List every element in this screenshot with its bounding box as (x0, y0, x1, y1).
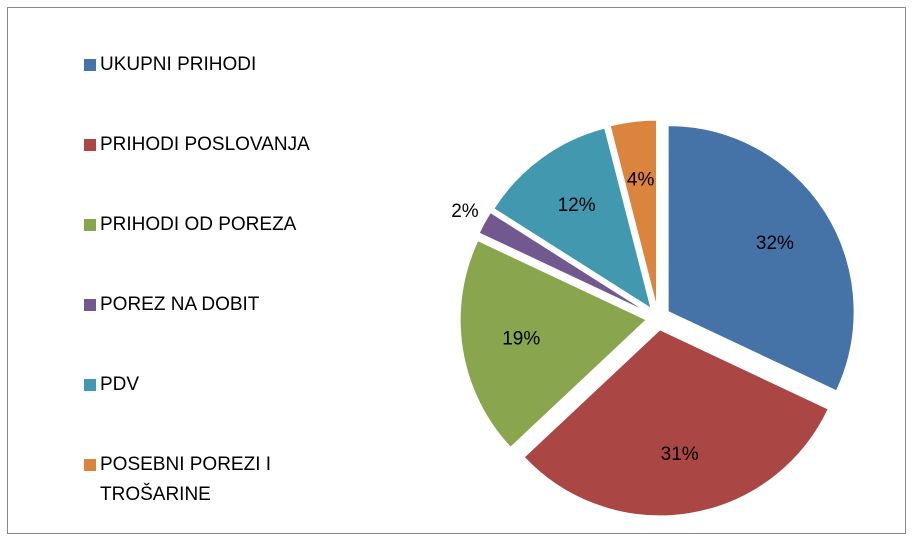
pie-slice (523, 329, 829, 517)
legend-label: PDV (100, 374, 140, 395)
legend-swatch (84, 459, 96, 471)
pie-slice (667, 125, 855, 392)
data-label: 31% (661, 444, 699, 465)
legend-label: POREZ NA DOBIT (100, 294, 260, 315)
legend-label: UKUPNI PRIHODI (100, 54, 257, 75)
legend-label: PRIHODI OD POREZA (100, 214, 297, 235)
legend-label: PRIHODI POSLOVANJA (100, 134, 310, 155)
pie-slice (609, 119, 657, 307)
legend-item: POREZ NA DOBIT (84, 290, 354, 320)
legend-swatch (84, 299, 96, 311)
legend-item: PRIHODI POSLOVANJA (84, 130, 354, 160)
legend-item: POSEBNI POREZI I TROŠARINE (84, 450, 354, 510)
legend-swatch (84, 139, 96, 151)
data-label: 4% (627, 170, 655, 191)
pie-slice (493, 127, 652, 310)
legend-swatch (84, 59, 96, 71)
legend-item: UKUPNI PRIHODI (84, 50, 354, 80)
data-label: 32% (756, 233, 794, 254)
legend-item: PRIHODI OD POREZA (84, 210, 354, 240)
data-label: 2% (451, 201, 479, 222)
legend-label: POSEBNI POREZI I TROŠARINE (100, 454, 272, 505)
pie-slice (459, 240, 648, 448)
data-label: 19% (502, 329, 540, 350)
data-label: 12% (558, 195, 596, 216)
legend-swatch (84, 379, 96, 391)
pie-slice (478, 211, 648, 313)
legend-swatch (84, 219, 96, 231)
legend-item: PDV (84, 370, 354, 400)
